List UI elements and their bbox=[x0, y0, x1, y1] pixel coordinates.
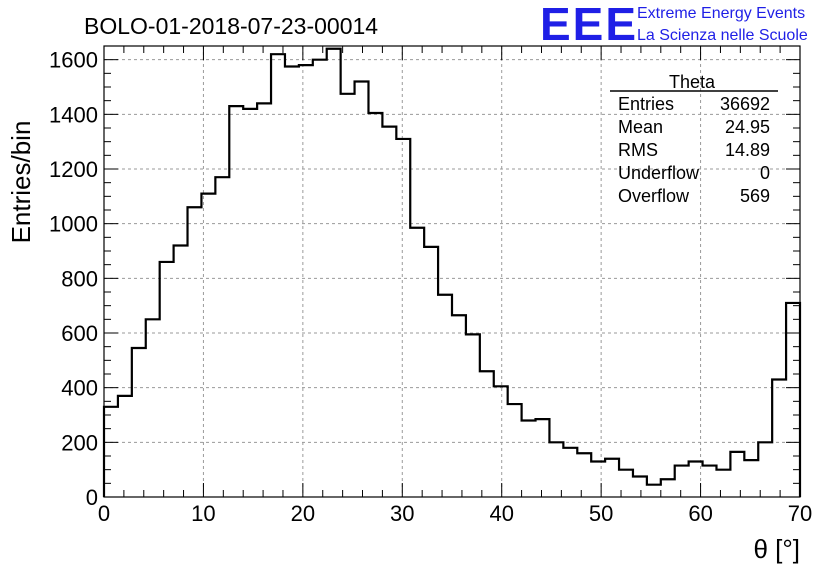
histogram-bin bbox=[480, 371, 494, 497]
logo-line-2: La Scienza nelle Scuole bbox=[637, 27, 808, 44]
x-tick-label: 20 bbox=[291, 501, 315, 526]
histogram-bin bbox=[299, 65, 313, 497]
histogram-bin bbox=[160, 262, 174, 497]
histogram-bin bbox=[229, 106, 243, 497]
histogram-bin bbox=[257, 103, 271, 497]
histogram-bin bbox=[786, 303, 800, 497]
stats-value-underflow: 0 bbox=[760, 163, 770, 183]
y-tick-label: 1600 bbox=[49, 48, 98, 73]
histogram-bin bbox=[382, 127, 396, 497]
y-tick-label: 400 bbox=[61, 376, 98, 401]
stats-value-overflow: 569 bbox=[740, 186, 770, 206]
histogram-bin bbox=[452, 315, 466, 497]
stats-label-rms: RMS bbox=[618, 140, 658, 160]
histogram-bin bbox=[201, 194, 215, 497]
histogram-bin bbox=[285, 67, 299, 498]
histogram-bin bbox=[327, 49, 341, 497]
chart-title: BOLO-01-2018-07-23-00014 bbox=[84, 13, 378, 39]
histogram-bin bbox=[313, 60, 327, 497]
x-tick-label: 0 bbox=[98, 501, 110, 526]
y-tick-label: 0 bbox=[86, 485, 98, 510]
histogram-series bbox=[102, 47, 802, 498]
histogram-bin bbox=[410, 228, 424, 497]
y-tick-label: 800 bbox=[61, 266, 98, 291]
histogram-bin bbox=[563, 448, 577, 497]
histogram-bin bbox=[716, 470, 730, 497]
stats-label-entries: Entries bbox=[618, 94, 674, 114]
y-axis-title: Entries/bin bbox=[6, 121, 36, 244]
y-tick-label: 200 bbox=[61, 430, 98, 455]
stats-value-mean: 24.95 bbox=[725, 117, 770, 137]
histogram-bin bbox=[536, 419, 550, 497]
stats-label-overflow: Overflow bbox=[618, 186, 690, 206]
histogram-bin bbox=[174, 246, 188, 497]
x-tick-label: 70 bbox=[788, 501, 812, 526]
stats-label-underflow: Underflow bbox=[618, 163, 700, 183]
stats-box: Theta Entries 36692 Mean 24.95 RMS 14.89… bbox=[610, 72, 778, 206]
eee-logo: EEE Extreme Energy Events La Scienza nel… bbox=[540, 0, 808, 50]
histogram-bin bbox=[188, 207, 202, 497]
x-tick-labels: 0 10 20 30 40 50 60 70 bbox=[98, 501, 812, 526]
x-axis-title: θ [°] bbox=[753, 534, 800, 564]
histogram-bin bbox=[577, 453, 591, 497]
histogram-bin bbox=[466, 334, 480, 497]
histogram-bin bbox=[591, 461, 605, 497]
histogram-outline bbox=[102, 47, 802, 497]
histogram-bin bbox=[341, 94, 355, 497]
histogram-bin bbox=[132, 348, 146, 497]
x-tick-label: 40 bbox=[489, 501, 513, 526]
plot-frame bbox=[103, 45, 801, 498]
x-tick-label: 50 bbox=[589, 501, 613, 526]
stats-value-entries: 36692 bbox=[720, 94, 770, 114]
histogram-bin bbox=[396, 139, 410, 497]
histogram-bin bbox=[271, 54, 285, 497]
histogram-bin bbox=[243, 109, 257, 497]
logo-line-1: Extreme Energy Events bbox=[637, 5, 805, 22]
histogram-bin bbox=[424, 247, 438, 497]
histogram-bin bbox=[118, 396, 132, 497]
histogram-bin bbox=[661, 479, 675, 497]
histogram-bin bbox=[522, 420, 536, 497]
histogram-bin bbox=[647, 485, 661, 497]
axis-ticks bbox=[103, 45, 801, 498]
histogram-bin bbox=[633, 477, 647, 498]
histogram-bin bbox=[549, 442, 563, 497]
histogram-bin bbox=[605, 459, 619, 497]
histogram-bin bbox=[368, 113, 382, 497]
x-tick-label: 10 bbox=[191, 501, 215, 526]
histogram-bin bbox=[675, 466, 689, 497]
stats-title: Theta bbox=[669, 72, 716, 92]
stats-value-rms: 14.89 bbox=[725, 140, 770, 160]
histogram-bin bbox=[703, 466, 717, 497]
histogram-bin bbox=[146, 319, 160, 497]
y-tick-label: 1200 bbox=[49, 157, 98, 182]
logo-mark: EEE bbox=[540, 0, 638, 50]
y-tick-labels: 0 200 400 600 800 1000 1200 1400 1600 bbox=[49, 48, 98, 510]
y-tick-label: 1000 bbox=[49, 212, 98, 237]
histogram-bin bbox=[730, 452, 744, 497]
grid-lines bbox=[104, 46, 800, 497]
histogram-bin bbox=[355, 82, 369, 497]
histogram-bin bbox=[494, 386, 508, 497]
y-tick-label: 600 bbox=[61, 321, 98, 346]
y-tick-label: 1400 bbox=[49, 102, 98, 127]
histogram-bin bbox=[508, 404, 522, 497]
histogram-bin bbox=[772, 379, 786, 497]
histogram-bin bbox=[758, 442, 772, 497]
histogram-bin bbox=[744, 460, 758, 497]
x-tick-label: 60 bbox=[688, 501, 712, 526]
histogram-bin bbox=[215, 177, 229, 497]
stats-label-mean: Mean bbox=[618, 117, 663, 137]
x-tick-label: 30 bbox=[390, 501, 414, 526]
histogram-bin bbox=[438, 295, 452, 497]
